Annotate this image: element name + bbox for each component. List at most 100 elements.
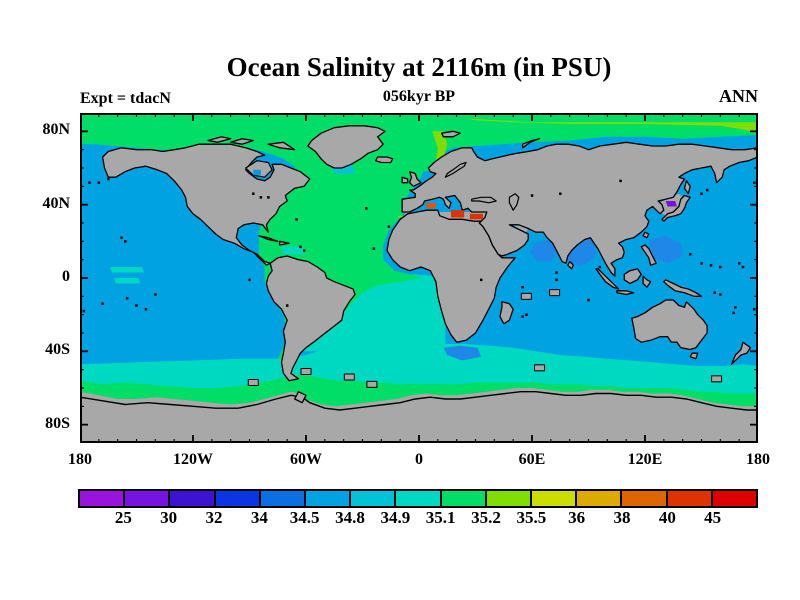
- island-speck: [372, 247, 376, 250]
- colorbar-label: 34.8: [335, 508, 365, 527]
- island-speck: [753, 307, 756, 311]
- island-speck: [619, 179, 622, 183]
- lat-axis-label: 80S: [45, 414, 70, 432]
- land-mass: [440, 130, 462, 138]
- colorbar-segment: [484, 491, 531, 506]
- antarctic-peninsula: [294, 391, 307, 404]
- land-mass: [230, 138, 254, 145]
- lat-axis-label: 40S: [45, 341, 70, 359]
- colorbar-label: 34.9: [380, 508, 411, 527]
- lon-axis-label: 180: [68, 451, 92, 468]
- colorbar-label: 36: [568, 508, 586, 527]
- island-speck: [97, 181, 101, 184]
- island-speck: [598, 265, 602, 269]
- page-title: Ocean Salinity at 2116m (in PSU): [226, 52, 612, 82]
- ocean-region-philippine-sea-blue: [648, 235, 683, 264]
- land-mass: [401, 176, 409, 184]
- land-mass: [642, 231, 650, 239]
- land-mass: [663, 279, 703, 297]
- land-mass: [631, 299, 708, 351]
- ocean-region-norwegian-chartreuse-sliver: [432, 131, 448, 161]
- island-speck: [587, 298, 590, 302]
- island-speck: [302, 249, 306, 252]
- colorbar-segment: [168, 491, 214, 506]
- island: [534, 364, 546, 372]
- colorbar-label: 35.1: [425, 508, 456, 527]
- land-mass: [207, 136, 232, 143]
- season-label: ANN: [719, 86, 758, 106]
- island-speck: [88, 181, 91, 184]
- lon-axis-label: 60E: [518, 451, 546, 468]
- colorbar-segment: [575, 491, 621, 506]
- plot-frame: [80, 113, 758, 443]
- colorbar-label: 32: [205, 508, 223, 527]
- colorbar-segment: [304, 491, 350, 506]
- island-speck: [521, 285, 524, 289]
- island-speck: [135, 304, 138, 307]
- island-speck: [125, 296, 129, 300]
- ocean-region-cape-of-good-hope-blue: [443, 345, 482, 361]
- ocean-region-central-mediterranean-red: [451, 210, 465, 218]
- land-mass: [408, 171, 422, 187]
- island-speck: [387, 225, 391, 228]
- island-speck: [700, 262, 703, 265]
- island: [247, 379, 259, 386]
- island: [300, 368, 312, 375]
- lon-axis-label: 180: [746, 451, 770, 468]
- land-mass: [265, 255, 356, 382]
- colorbar-label: 35.5: [516, 508, 547, 527]
- ocean-region-arctic-green-band: [80, 113, 758, 181]
- island-speck: [741, 265, 745, 269]
- island-speck: [248, 278, 251, 282]
- land-mass: [640, 244, 657, 266]
- ocean-region-east-mediterranean-red: [469, 213, 483, 220]
- colorbar-segment: [213, 491, 259, 506]
- island-speck: [734, 306, 737, 309]
- land-mass: [307, 125, 386, 169]
- island-speck: [732, 311, 735, 315]
- colorbar-segment: [710, 491, 757, 506]
- inland-sea: [444, 161, 467, 178]
- island-speck: [737, 262, 741, 265]
- island-speck: [719, 293, 722, 296]
- land-mass: [623, 268, 642, 285]
- land-mass: [267, 141, 296, 151]
- island: [520, 292, 532, 300]
- ocean-region-caribbean-turquoise-patch: [281, 246, 305, 255]
- world-map-svg: [80, 113, 758, 443]
- land-mass: [499, 301, 514, 325]
- island-speck: [285, 304, 289, 307]
- island-speck: [479, 278, 483, 282]
- land-mass: [401, 141, 758, 277]
- land-mass: [278, 240, 290, 246]
- colorbar-label: 38: [613, 508, 631, 527]
- island-speck: [107, 177, 110, 181]
- land-mass: [258, 235, 279, 242]
- inland-sea: [245, 160, 273, 178]
- lon-axis-label: 120E: [627, 451, 663, 468]
- land-mass: [386, 209, 516, 343]
- ocean-region-hudson-bay-blue-spot: [253, 169, 261, 176]
- island-speck: [259, 196, 263, 199]
- island-speck: [719, 265, 722, 269]
- land-mass: [595, 268, 620, 290]
- island: [366, 380, 378, 388]
- island-speck: [101, 302, 104, 305]
- colorbar-segment: [80, 491, 124, 506]
- colorbar-segment: [620, 491, 666, 506]
- antarctica: [80, 388, 758, 443]
- island-speck: [295, 218, 298, 221]
- island-speck: [365, 207, 368, 210]
- colorbar-segment: [530, 491, 576, 506]
- island-speck: [525, 313, 528, 316]
- colorbar-segment: [258, 491, 305, 506]
- island-speck: [555, 271, 558, 274]
- colorbar-segment: [394, 491, 440, 506]
- ocean-region-equatorial-pacific-streak-north: [110, 267, 144, 273]
- island-speck: [521, 315, 524, 318]
- land-mass: [689, 352, 699, 360]
- island-speck: [252, 192, 255, 195]
- land-mass: [730, 341, 752, 365]
- lon-axis-label: 0: [415, 451, 423, 468]
- ocean-region-sea-of-japan-purple: [665, 201, 677, 207]
